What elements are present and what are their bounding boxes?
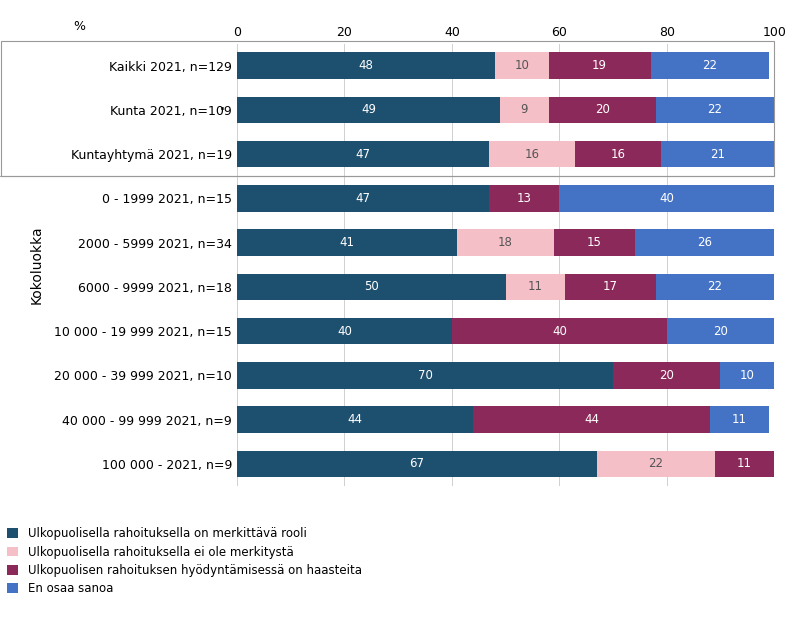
Text: %: %	[73, 19, 85, 32]
Text: 21: 21	[710, 148, 725, 161]
Text: 47: 47	[356, 192, 371, 205]
Text: 11: 11	[737, 457, 752, 470]
Bar	[473, 406, 709, 433]
Bar	[237, 450, 597, 477]
Text: 22: 22	[708, 103, 723, 117]
Bar	[457, 229, 554, 256]
Text: ·: ·	[219, 100, 226, 120]
Bar	[237, 273, 506, 300]
Text: 44: 44	[348, 413, 363, 426]
Text: 26: 26	[697, 236, 712, 249]
Text: 16: 16	[611, 148, 626, 161]
Text: 16: 16	[525, 148, 540, 161]
Text: 47: 47	[356, 148, 371, 161]
Text: 70: 70	[418, 369, 432, 382]
Bar	[506, 273, 565, 300]
Text: 40: 40	[660, 192, 674, 205]
Text: 9: 9	[521, 103, 529, 117]
Bar	[500, 97, 548, 123]
Bar	[715, 450, 774, 477]
Text: 18: 18	[498, 236, 513, 249]
Text: 11: 11	[528, 280, 543, 293]
Bar	[237, 406, 473, 433]
Bar	[237, 141, 490, 168]
Text: 22: 22	[708, 280, 723, 293]
Text: 41: 41	[340, 236, 355, 249]
Bar	[237, 185, 490, 212]
Bar	[548, 52, 651, 79]
Bar	[237, 229, 457, 256]
Bar	[613, 362, 720, 389]
Text: 10: 10	[740, 369, 754, 382]
Bar	[237, 318, 452, 345]
Text: 17: 17	[603, 280, 618, 293]
Bar	[656, 273, 774, 300]
Bar	[597, 450, 715, 477]
Bar	[559, 185, 774, 212]
Bar	[656, 97, 774, 123]
Text: 20: 20	[660, 369, 674, 382]
Bar	[651, 52, 769, 79]
Bar	[720, 362, 774, 389]
Bar	[575, 141, 661, 168]
Bar	[1, 41, 774, 176]
Bar	[237, 97, 500, 123]
Text: 40: 40	[552, 325, 566, 338]
Text: 49: 49	[361, 103, 376, 117]
Text: 67: 67	[409, 457, 424, 470]
Text: 13: 13	[517, 192, 532, 205]
Bar	[548, 97, 656, 123]
Bar	[237, 362, 613, 389]
Y-axis label: Kokoluokka: Kokoluokka	[29, 226, 43, 304]
Text: 10: 10	[514, 59, 529, 72]
Text: 48: 48	[359, 59, 374, 72]
Text: 20: 20	[595, 103, 610, 117]
Legend: Ulkopuolisella rahoituksella on merkittävä rooli, Ulkopuolisella rahoituksella e: Ulkopuolisella rahoituksella on merkittä…	[6, 527, 362, 595]
Text: 40: 40	[337, 325, 352, 338]
Text: 44: 44	[584, 413, 599, 426]
Text: 22: 22	[649, 457, 664, 470]
Text: 22: 22	[702, 59, 717, 72]
Bar	[634, 229, 774, 256]
Bar	[565, 273, 656, 300]
Bar	[709, 406, 769, 433]
Text: 50: 50	[364, 280, 378, 293]
Bar	[667, 318, 774, 345]
Bar	[495, 52, 548, 79]
Bar	[554, 229, 634, 256]
Text: 20: 20	[713, 325, 728, 338]
Bar	[237, 52, 495, 79]
Bar	[452, 318, 667, 345]
Bar	[661, 141, 774, 168]
Text: 11: 11	[732, 413, 747, 426]
Bar	[490, 141, 575, 168]
Text: 15: 15	[587, 236, 602, 249]
Bar	[490, 185, 559, 212]
Text: 19: 19	[592, 59, 607, 72]
